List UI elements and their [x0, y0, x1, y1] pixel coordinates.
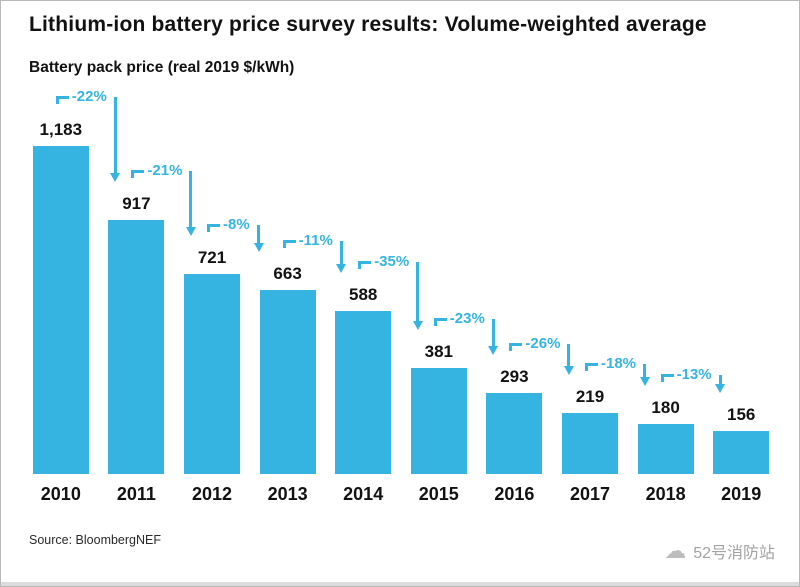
x-axis-label: 2019: [721, 484, 762, 504]
bar-value-label: 156: [727, 404, 756, 424]
bar-2017: [562, 413, 618, 474]
pct-arrow-line: [491, 319, 495, 347]
bar-2019: [713, 430, 770, 474]
pct-bracket-tick: [131, 169, 135, 178]
bar-value-label: 721: [197, 248, 227, 268]
pct-change-label: -8%: [223, 216, 250, 234]
x-axis-label: 2012: [191, 484, 233, 504]
pct-bracket-tick: [358, 260, 362, 269]
x-axis-label: 2017: [569, 484, 611, 504]
pct-change-label: -35%: [374, 252, 410, 270]
pct-bracket-tick: [585, 363, 588, 372]
pct-change-label: -26%: [525, 334, 561, 352]
pct-bracket-line: [358, 260, 372, 264]
bar-value-label: 219: [575, 387, 605, 407]
pct-bracket-tick: [55, 96, 59, 104]
pct-bracket-line: [207, 224, 220, 228]
down-arrow-icon: [253, 243, 264, 253]
down-arrow-icon: [185, 227, 196, 237]
cloud-icon: ☁: [664, 538, 687, 563]
bar-2013: [259, 290, 316, 474]
bar-2010: [32, 146, 89, 474]
bar-value-label: 1,183: [39, 120, 83, 139]
pct-arrow-line: [189, 170, 193, 229]
pct-arrow-line: [113, 97, 117, 174]
bar-2018: [637, 424, 694, 474]
down-arrow-icon: [488, 345, 499, 355]
pct-change-label: -22%: [71, 88, 107, 105]
pct-bracket-tick: [207, 224, 210, 233]
bar-value-label: 381: [424, 342, 453, 362]
bar-value-label: 293: [500, 366, 529, 386]
x-axis-label: 2018: [645, 484, 686, 504]
down-arrow-icon: [639, 377, 650, 387]
bar-value-label: 663: [273, 264, 302, 284]
bottom-divider: [1, 582, 799, 586]
pct-arrow-line: [416, 261, 420, 323]
x-axis-label: 2016: [494, 484, 535, 504]
pct-bracket-tick: [509, 342, 513, 351]
pct-bracket-tick: [660, 374, 664, 383]
page-title: Lithium-ion battery price survey results…: [29, 13, 707, 36]
bar-2012: [184, 274, 240, 474]
down-arrow-icon: [715, 383, 726, 393]
pct-bracket-line: [509, 342, 523, 346]
x-axis-label: 2014: [343, 484, 384, 504]
pct-bracket-line: [131, 169, 145, 173]
pct-bracket-tick: [282, 240, 286, 249]
pct-bracket-tick: [433, 318, 437, 327]
watermark-text: 52号消防站: [693, 545, 775, 562]
pct-change-label: -21%: [147, 161, 183, 179]
pct-bracket-line: [585, 363, 598, 367]
bar-value-label: 917: [122, 193, 151, 213]
bar-value-label: 180: [651, 398, 680, 418]
bar-value-label: 588: [349, 284, 378, 304]
bar-2016: [486, 392, 543, 474]
pct-change-label: -18%: [601, 355, 637, 373]
pct-bracket-line: [433, 318, 447, 322]
pct-change-label: -13%: [676, 366, 712, 384]
axis-unit-label: Battery pack price (real 2019 $/kWh): [29, 59, 295, 76]
x-axis-label: 2011: [116, 484, 156, 504]
pct-arrow-line: [257, 225, 260, 245]
x-axis-label: 2015: [418, 484, 459, 504]
down-arrow-icon: [110, 172, 121, 182]
pct-arrow-line: [718, 375, 722, 385]
pct-bracket-line: [55, 96, 69, 99]
down-arrow-icon: [412, 321, 423, 331]
bar-2015: [410, 368, 467, 474]
x-axis-label: 2010: [40, 484, 81, 504]
pct-arrow-line: [339, 241, 343, 265]
pct-bracket-line: [282, 240, 296, 244]
pct-arrow-line: [643, 364, 646, 379]
pct-arrow-line: [567, 343, 571, 368]
pct-bracket-line: [660, 374, 674, 378]
source-credit: Source: BloombergNEF: [29, 533, 162, 547]
down-arrow-icon: [563, 366, 574, 376]
down-arrow-icon: [336, 263, 347, 273]
bar-2014: [335, 310, 392, 474]
pct-change-label: -23%: [449, 310, 485, 328]
x-axis-label: 2013: [267, 484, 308, 504]
pct-change-label: -11%: [298, 232, 333, 250]
watermark: ☁ 52号消防站: [664, 539, 775, 563]
bar-2011: [108, 219, 165, 474]
chart-canvas: 1,183 2010 917 2011 721 2012 663 2013 588 2014 381…: [23, 86, 779, 516]
